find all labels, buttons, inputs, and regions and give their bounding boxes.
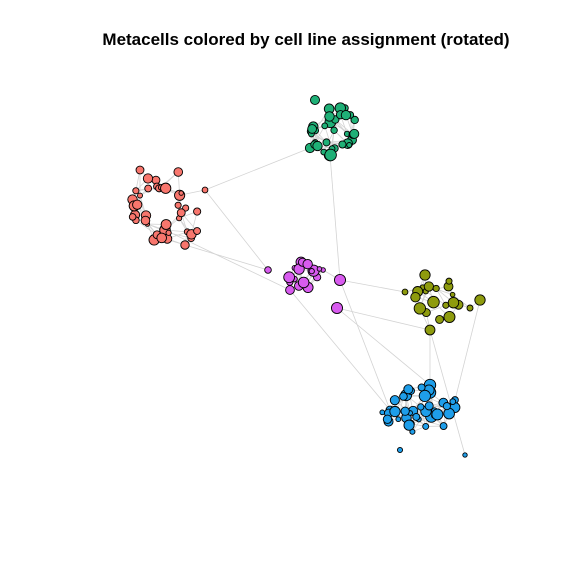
metacell-node-olive [445,277,453,285]
metacell-node-green [350,115,359,125]
metacell-node-red [174,201,182,209]
metacell-node-red [178,190,184,196]
metacell-node-magenta [302,258,313,270]
network-edge [164,229,291,291]
metacell-node-olive [424,324,436,336]
metacell-node-blue [442,402,451,411]
metacell-node-red [142,173,154,184]
metacell-node-red [160,182,172,194]
network-edge [324,125,333,149]
network-edge [289,289,391,411]
network-edge [204,189,269,271]
metacell-node-magenta [297,276,310,289]
metacell-node-blue [399,392,408,401]
metacell-node-magenta [285,285,295,295]
metacell-node-blue [439,422,448,430]
metacell-node-green [330,126,338,134]
metacell-node-olive [466,304,474,312]
metacell-node-red [144,184,153,193]
metacell-node-red [180,240,190,250]
node-layer [127,94,486,458]
metacell-node-olive [447,296,460,309]
metacell-node-red [165,229,172,236]
network-edge [339,279,406,293]
metacell-node-blue [412,413,421,421]
metacell-node-magenta [333,273,347,287]
network-edge [418,419,444,427]
network-edge [429,329,466,456]
metacell-node-green [312,140,323,152]
metacell-node-red [176,208,186,218]
metacell-node-red [156,232,167,244]
metacell-node-blue [403,384,414,395]
network-edge [204,147,311,191]
metacell-node-blue [462,452,468,458]
metacell-node-green [346,142,353,149]
metacell-node-green [322,138,331,147]
metacell-node-blue [389,405,401,418]
metacell-node-blue [417,383,426,392]
network-edge [184,244,269,271]
metacell-node-blue [431,408,444,421]
metacell-node-green [324,148,337,162]
metacell-node-blue [400,406,410,416]
metacell-node-blue [389,395,400,406]
metacell-node-olive [474,294,486,306]
metacell-node-olive [427,295,440,309]
metacell-node-green [324,111,335,122]
metacell-node-magenta [316,266,323,272]
metacell-node-green [338,140,347,149]
metacell-node-olive [443,311,456,323]
metacell-node-green [307,124,317,134]
network-edge [314,130,325,153]
metacell-node-blue [418,389,431,403]
network-edge [329,154,341,281]
metacell-node-green [340,109,352,121]
metacell-node-red [160,219,172,230]
network-edge [454,299,481,401]
metacell-node-green [349,128,360,139]
metacell-node-red [135,165,145,175]
metacell-node-blue [379,409,386,416]
metacell-node-red [128,213,137,221]
metacell-node-red [140,215,151,226]
metacell-node-olive [419,269,431,281]
metacell-node-green [309,94,321,106]
metacell-node-blue [382,414,393,424]
metacell-node-olive [432,284,440,293]
network-edge [336,307,431,386]
metacell-node-green [321,122,329,130]
metacell-node-blue [422,422,430,430]
metacell-node-olive [410,292,421,303]
metacell-node-blue [403,419,415,431]
metacell-node-red [137,192,143,199]
metacell-node-blue [417,403,425,411]
metacell-node-olive [435,315,445,324]
metacell-node-red [193,207,202,216]
plot-title: Metacells colored by cell line assignmen… [102,30,510,49]
metacell-node-red [132,199,143,210]
network-edge [339,279,391,411]
metacell-node-olive [401,288,409,296]
metacell-node-magenta [283,271,296,284]
metacell-node-blue [396,446,404,454]
metacell-node-red [193,227,202,235]
metacell-node-magenta [331,302,344,315]
metacell-node-magenta [308,268,315,275]
metacell-node-olive [423,281,434,292]
metacell-node-red [201,186,209,194]
metacell-node-olive [449,291,456,298]
metacell-node-red [132,187,140,195]
metacell-node-blue [449,398,457,405]
metacell-node-blue [424,401,434,411]
metacell-node-red [173,167,184,177]
metacell-node-magenta [264,266,272,274]
metacell-node-olive [413,302,426,315]
metacell-node-blue [395,416,402,423]
